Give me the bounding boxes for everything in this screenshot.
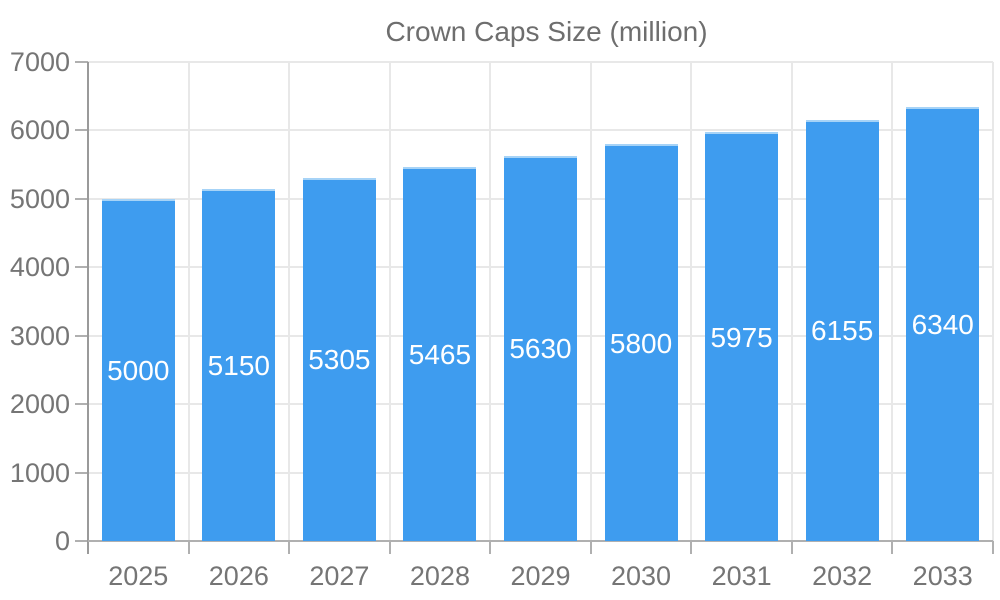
bar[interactable]: 5800 [604,144,678,541]
y-axis-tick [75,334,88,337]
x-axis-tick [589,541,592,554]
y-axis-tick [75,540,88,542]
y-axis-tick [75,129,88,132]
horizontal-gridline [88,129,993,132]
bar-value-label: 5305 [308,344,371,376]
vertical-gridline [187,62,190,541]
horizontal-gridline [88,61,993,63]
x-axis-tick-label: 2025 [108,561,169,591]
x-axis-tick [388,541,391,554]
x-axis-tick [992,541,994,554]
y-axis-tick-label: 5000 [9,183,70,214]
bar[interactable]: 5000 [101,198,175,541]
vertical-gridline [891,62,894,541]
x-axis-tick [489,541,492,554]
bar-value-label: 5630 [509,333,572,365]
y-axis-line [87,62,89,554]
y-axis-tick-label: 7000 [9,47,70,77]
x-axis-tick-label: 2033 [912,561,973,591]
bar[interactable]: 5465 [403,167,477,541]
y-axis-tick [75,403,88,406]
x-axis-tick [790,541,793,554]
y-axis-tick [75,471,88,474]
legend-label: Crown Caps Size (million) [385,16,708,47]
bar-value-label: 5800 [609,327,673,359]
bar[interactable]: 5305 [302,177,376,541]
x-axis-tick-label: 2029 [510,561,571,591]
vertical-gridline [288,62,291,541]
x-axis-tick-label: 2027 [309,561,370,591]
y-axis-tick [75,61,88,63]
y-axis-tick-label: 6000 [9,115,70,146]
legend-item[interactable]: Crown Caps Size (million) [0,17,1000,47]
bar[interactable]: 6340 [906,107,980,541]
x-axis-tick-label: 2026 [208,561,269,591]
bar-value-label: 6340 [911,309,974,341]
vertical-gridline [388,62,391,541]
y-axis-tick-label: 4000 [9,252,70,283]
y-axis-tick [75,197,88,200]
y-axis-tick-label: 0 [54,526,70,556]
bar-value-label: 5465 [408,339,472,370]
bar-value-label: 6155 [811,315,874,347]
bar[interactable]: 6155 [805,119,879,541]
y-axis-tick-label: 3000 [9,320,70,351]
vertical-gridline [992,62,994,541]
vertical-gridline [790,62,793,541]
x-axis-tick-label: 2031 [711,561,772,591]
vertical-gridline [489,62,492,541]
x-axis-line [88,540,993,542]
x-axis-tick [690,541,693,554]
bar-value-label: 5975 [710,321,773,353]
x-axis-tick-label: 2032 [812,561,873,591]
vertical-gridline [589,62,592,541]
x-axis-tick-label: 2030 [611,561,672,591]
bar-value-label: 5000 [107,354,170,386]
x-axis-tick [288,541,291,554]
x-axis-tick-label: 2028 [409,561,470,591]
x-axis-tick [187,541,190,554]
bar-value-label: 5150 [207,349,270,381]
y-axis-tick [75,266,88,269]
x-axis-tick [891,541,894,554]
bar[interactable]: 5630 [504,155,577,541]
bar[interactable]: 5150 [202,188,276,541]
y-axis-tick-label: 2000 [9,389,70,420]
bar[interactable]: 5975 [705,132,779,541]
vertical-gridline [690,62,693,541]
y-axis-tick-label: 1000 [9,457,70,488]
